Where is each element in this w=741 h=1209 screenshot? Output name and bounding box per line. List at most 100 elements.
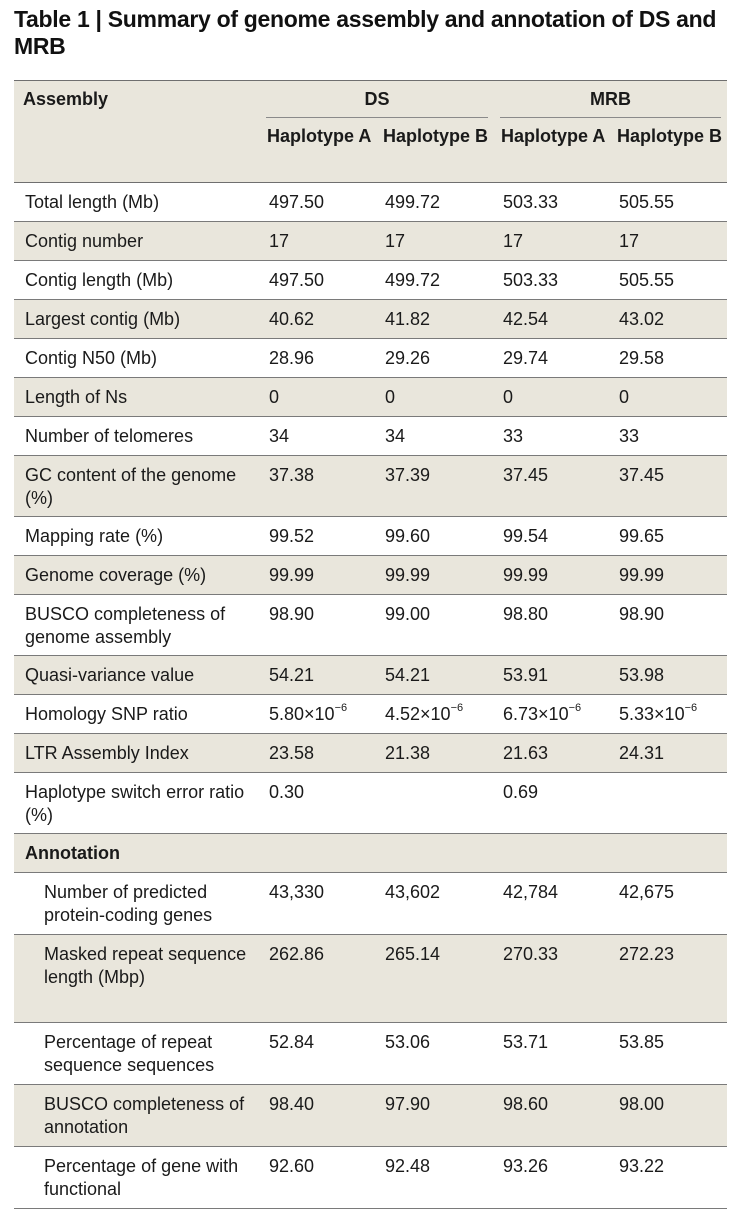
row-value: 17 <box>260 221 376 261</box>
row-value: 33 <box>494 416 611 456</box>
row-label: Quasi-variance value <box>14 655 260 695</box>
row-value: 4.52×10−6 <box>376 694 495 734</box>
row-value: 28.96 <box>260 338 376 378</box>
row-label: BUSCO completeness of genome assembly <box>14 594 260 656</box>
row-label: Haplotype switch error ratio (%) <box>14 772 260 834</box>
row-value: 93.22 <box>610 1146 728 1209</box>
row-value: 98.00 <box>610 1084 728 1147</box>
row-value: 21.38 <box>376 733 495 773</box>
summary-table-container: Assembly DS MRB Haplotype A Haplotype B … <box>14 80 728 1209</box>
row-value: 503.33 <box>494 260 611 300</box>
table-row: Number of predicted protein-coding genes… <box>14 872 728 935</box>
table-row: Total length (Mb) 497.50 499.72 503.33 505.5… <box>14 182 728 222</box>
row-value: 5.80×10−6 <box>260 694 376 734</box>
row-value: 97.90 <box>376 1084 495 1147</box>
row-value: 0.69 <box>494 772 611 834</box>
row-value: 99.99 <box>610 555 728 595</box>
row-value: 43,602 <box>376 872 495 935</box>
row-value: 29.26 <box>376 338 495 378</box>
row-label: GC content of the genome (%) <box>14 455 260 517</box>
row-label: Mapping rate (%) <box>14 516 260 556</box>
table-row: Mapping rate (%) 99.52 99.60 99.54 99.65 <box>14 516 728 556</box>
row-value: 272.23 <box>610 934 728 1023</box>
row-value: 34 <box>260 416 376 456</box>
row-value: 92.48 <box>376 1146 495 1209</box>
row-label: LTR Assembly Index <box>14 733 260 773</box>
row-label: Contig N50 (Mb) <box>14 338 260 378</box>
row-value: 92.60 <box>260 1146 376 1209</box>
row-value: 23.58 <box>260 733 376 773</box>
header-spacer <box>14 118 260 183</box>
exponent: −6 <box>450 701 464 714</box>
table-row: BUSCO completeness of annotation 98.40 97.… <box>14 1084 728 1147</box>
row-value: 52.84 <box>260 1022 376 1085</box>
row-value: 42,675 <box>610 872 728 935</box>
row-label: Percentage of gene with functional <box>14 1146 260 1209</box>
exponent: −6 <box>684 701 698 714</box>
row-value: 499.72 <box>376 260 495 300</box>
table-row: Genome coverage (%) 99.99 99.99 99.99 99.99 <box>14 555 728 595</box>
row-value: 17 <box>494 221 611 261</box>
row-value: 0 <box>260 377 376 417</box>
row-value: 505.55 <box>610 182 728 222</box>
row-value: 99.00 <box>376 594 495 656</box>
subheader-mrb-hap-a: Haplotype A <box>494 118 611 183</box>
row-value: 99.65 <box>610 516 728 556</box>
row-value: 37.39 <box>376 455 495 517</box>
table-row: Largest contig (Mb) 40.62 41.82 42.54 43.02 <box>14 299 728 339</box>
table-row: Contig number 17 17 17 17 <box>14 221 728 261</box>
table-title: Table 1 | Summary of genome assembly and… <box>14 6 717 59</box>
row-value: 29.58 <box>610 338 728 378</box>
table-row: Haplotype switch error ratio (%) 0.30 0.69 <box>14 772 728 834</box>
row-value: 0.30 <box>260 772 376 834</box>
row-value: 42,784 <box>494 872 611 935</box>
subheader-ds-hap-b: Haplotype B <box>376 118 495 183</box>
row-value: 53.71 <box>494 1022 611 1085</box>
row-value: 42.54 <box>494 299 611 339</box>
row-value: 0 <box>376 377 495 417</box>
row-value: 54.21 <box>260 655 376 695</box>
row-value: 497.50 <box>260 182 376 222</box>
table-row: Contig length (Mb) 497.50 499.72 503.33 505.… <box>14 260 728 300</box>
assembly-header: Assembly <box>14 80 260 118</box>
row-value: 98.80 <box>494 594 611 656</box>
table-row: Percentage of repeat sequence sequences 5… <box>14 1022 728 1085</box>
row-value: 98.90 <box>610 594 728 656</box>
row-value: 262.86 <box>260 934 376 1023</box>
row-value: 98.90 <box>260 594 376 656</box>
row-value: 37.38 <box>260 455 376 517</box>
row-label: Number of predicted protein-coding genes <box>14 872 260 935</box>
row-value: 505.55 <box>610 260 728 300</box>
row-label: Percentage of repeat sequence sequences <box>14 1022 260 1085</box>
table-row: Homology SNP ratio 5.80×10−6 4.52×10−6 6.73… <box>14 694 728 734</box>
row-value: 499.72 <box>376 182 495 222</box>
table-row: Contig N50 (Mb) 28.96 29.26 29.74 29.58 <box>14 338 728 378</box>
header-row-groups: Assembly DS MRB <box>14 80 728 118</box>
row-value: 0 <box>610 377 728 417</box>
row-value: 265.14 <box>376 934 495 1023</box>
row-value: 0 <box>494 377 611 417</box>
row-value: 17 <box>610 221 728 261</box>
table-row: BUSCO completeness of genome assembly 98.… <box>14 594 728 656</box>
row-value: 99.54 <box>494 516 611 556</box>
annotation-section-label: Annotation <box>14 833 728 873</box>
row-value: 43,330 <box>260 872 376 935</box>
row-value: 5.33×10−6 <box>610 694 728 734</box>
row-label: Total length (Mb) <box>14 182 260 222</box>
row-value: 270.33 <box>494 934 611 1023</box>
row-label: Number of telomeres <box>14 416 260 456</box>
row-value: 34 <box>376 416 495 456</box>
row-value: 29.74 <box>494 338 611 378</box>
row-value: 93.26 <box>494 1146 611 1209</box>
row-value: 99.60 <box>376 516 495 556</box>
row-value: 37.45 <box>494 455 611 517</box>
row-value: 33 <box>610 416 728 456</box>
table-row: Masked repeat sequence length (Mbp) 262.8… <box>14 934 728 1023</box>
row-value: 24.31 <box>610 733 728 773</box>
table-row: Length of Ns 0 0 0 0 <box>14 377 728 417</box>
row-label: Homology SNP ratio <box>14 694 260 734</box>
row-value: 99.52 <box>260 516 376 556</box>
row-value: 98.40 <box>260 1084 376 1147</box>
table-row: Percentage of gene with functional 92.60 9… <box>14 1146 728 1209</box>
group-header-ds: DS <box>260 80 495 118</box>
